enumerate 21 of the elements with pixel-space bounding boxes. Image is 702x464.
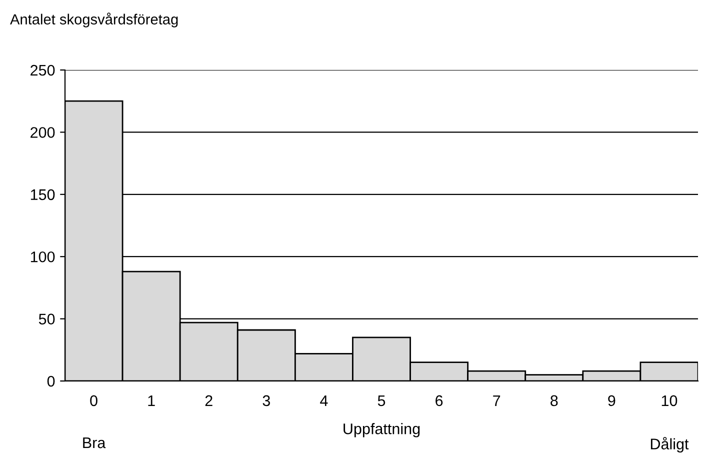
x-tick-label: 10 [662, 395, 678, 406]
x-tick-label: 3 [262, 395, 270, 406]
text: Dåligt [650, 436, 689, 452]
x-tick-label: 9 [608, 395, 616, 406]
text: Bra [83, 438, 106, 448]
y-tick-label: 200 [30, 127, 55, 138]
x-tick-label: 5 [378, 395, 386, 406]
y-axis-title: Antalet skogsvårdsföretag [10, 12, 178, 28]
x-tick-label: 0 [90, 395, 98, 406]
y-tick-label: 50 [38, 314, 55, 324]
x-tick-label: 6 [436, 395, 443, 406]
x-axis-title: Uppfattning [344, 423, 420, 438]
y-tick-label: 0 [47, 376, 55, 387]
x-tick-label: 4 [320, 395, 328, 406]
x-tick-label: 1 [148, 395, 155, 406]
y-tick-label: 150 [30, 189, 55, 200]
x-tick-label: 2 [205, 395, 212, 406]
x-tick-label: 7 [493, 395, 500, 406]
y-tick-label: 250 [30, 64, 55, 76]
y-tick-label: 100 [30, 251, 55, 262]
x-tick-label: 8 [550, 395, 558, 406]
